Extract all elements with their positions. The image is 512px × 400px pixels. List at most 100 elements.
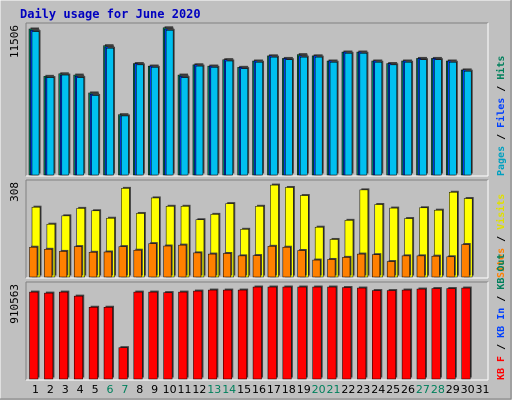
bar-kbytes [312, 286, 322, 380]
bar-sites [386, 261, 395, 278]
x-tick-label: 19 [297, 383, 311, 396]
x-tick-label: 4 [77, 383, 84, 396]
bar-pages [344, 53, 353, 176]
bar-pages [180, 77, 189, 176]
bar-pages [449, 62, 457, 176]
x-tick-label: 12 [192, 383, 206, 396]
bar-pages [270, 56, 278, 176]
bar-sites [342, 257, 351, 278]
bar-kbytes [29, 291, 39, 380]
x-tick-label: 29 [446, 383, 460, 396]
chart-panels: 11506 Pages / Files / Hits 308 Sites / Visi… [8, 22, 507, 381]
bar-kbytes [88, 307, 98, 380]
bar-sites [416, 255, 425, 278]
bar-sites [401, 255, 410, 278]
bar-sites [148, 243, 157, 278]
bar-sites [44, 249, 53, 278]
x-tick-label: 30 [461, 383, 475, 396]
bar-kbytes [327, 286, 337, 380]
bar-kbytes [59, 291, 69, 380]
bar-kbytes [148, 291, 158, 380]
bar-sites [163, 245, 172, 278]
bar-sites [297, 250, 306, 278]
bar-pages [121, 115, 129, 176]
bar-kbytes [103, 307, 113, 380]
bar-kbytes [297, 286, 307, 380]
bar-sites [208, 253, 217, 278]
bar-pages [225, 60, 233, 176]
bar-sites [461, 244, 470, 278]
bar-kbytes [342, 287, 352, 380]
x-tick-label: 5 [92, 383, 99, 396]
bar-kbytes [252, 286, 262, 380]
x-tick-label: 22 [341, 383, 355, 396]
bar-pages [31, 31, 40, 176]
legend-entry: Files [495, 98, 507, 128]
bar-sites [267, 246, 276, 278]
bar-sites [118, 246, 127, 278]
bar-kbytes [267, 286, 277, 380]
legend-entry: KB F [496, 356, 507, 380]
bar-pages [285, 59, 293, 176]
bar-sites [88, 252, 97, 278]
bar-kbytes [386, 290, 396, 380]
bar-kbytes [133, 291, 143, 380]
bar-kbytes [461, 287, 471, 380]
legend-entry: Hits [495, 56, 507, 80]
x-tick-label: 13 [207, 383, 221, 396]
legend-entry: Pages [496, 146, 507, 176]
x-tick-label: 28 [431, 383, 445, 396]
x-tick-label: 31 [476, 383, 490, 396]
bar-sites [282, 246, 291, 278]
bar-sites [327, 259, 336, 278]
panel-max-label: 910563 [8, 284, 21, 324]
panel-visits-sites: 308 Sites / Visits [8, 179, 507, 279]
legend-separator: / [496, 290, 507, 308]
bar-sites [446, 256, 455, 278]
bar-kbytes [416, 288, 426, 380]
bar-pages [195, 65, 204, 176]
x-tick-label: 16 [252, 383, 266, 396]
panel-kbytes: 910563 KB F / KB In / KB Out [8, 254, 507, 381]
bar-kbytes [372, 290, 382, 380]
bar-pages [374, 62, 383, 176]
bar-pages [404, 62, 412, 176]
bar-kbytes [357, 287, 367, 380]
x-tick-label: 9 [151, 383, 158, 396]
bar-pages [91, 95, 99, 176]
bar-sites [103, 251, 112, 278]
x-tick-label: 8 [136, 383, 143, 396]
bar-pages [210, 67, 219, 176]
bar-pages [106, 47, 114, 176]
bar-kbytes [222, 289, 232, 380]
panel-max-label: 11506 [8, 25, 21, 58]
x-tick-label: 2 [47, 383, 54, 396]
bar-sites [372, 254, 381, 278]
x-tick-label: 27 [416, 383, 430, 396]
bar-sites [193, 252, 202, 278]
x-tick-label: 24 [371, 383, 385, 396]
bar-kbytes [73, 295, 83, 380]
x-tick-label: 7 [121, 383, 128, 396]
bar-kbytes [431, 288, 441, 380]
bar-sites [133, 249, 142, 278]
legend-entry: Visits [495, 194, 507, 230]
bar-pages [150, 67, 159, 176]
legend-entry: Sites [495, 248, 507, 278]
bar-pages [300, 56, 308, 176]
bar-pages [314, 56, 323, 176]
x-tick-label: 21 [327, 383, 341, 396]
bar-pages [389, 64, 397, 176]
x-tick-label: 6 [106, 383, 113, 396]
panel-legend-text: Pages / Files / Hits [495, 56, 507, 176]
bar-pages [255, 62, 263, 176]
legend-separator: / [496, 128, 507, 146]
x-axis-labels: 1 2 3 4 5 6 7 8 9 10 11 12 13 14 15 16 17 18 19 20 21 22 23 24 2… [32, 383, 490, 396]
bar-pages [463, 70, 472, 176]
bar-sites [357, 253, 366, 278]
bar-sites [252, 255, 261, 278]
bar-pages [434, 59, 442, 176]
bar-sites [431, 255, 440, 278]
x-tick-label: 14 [222, 383, 236, 396]
